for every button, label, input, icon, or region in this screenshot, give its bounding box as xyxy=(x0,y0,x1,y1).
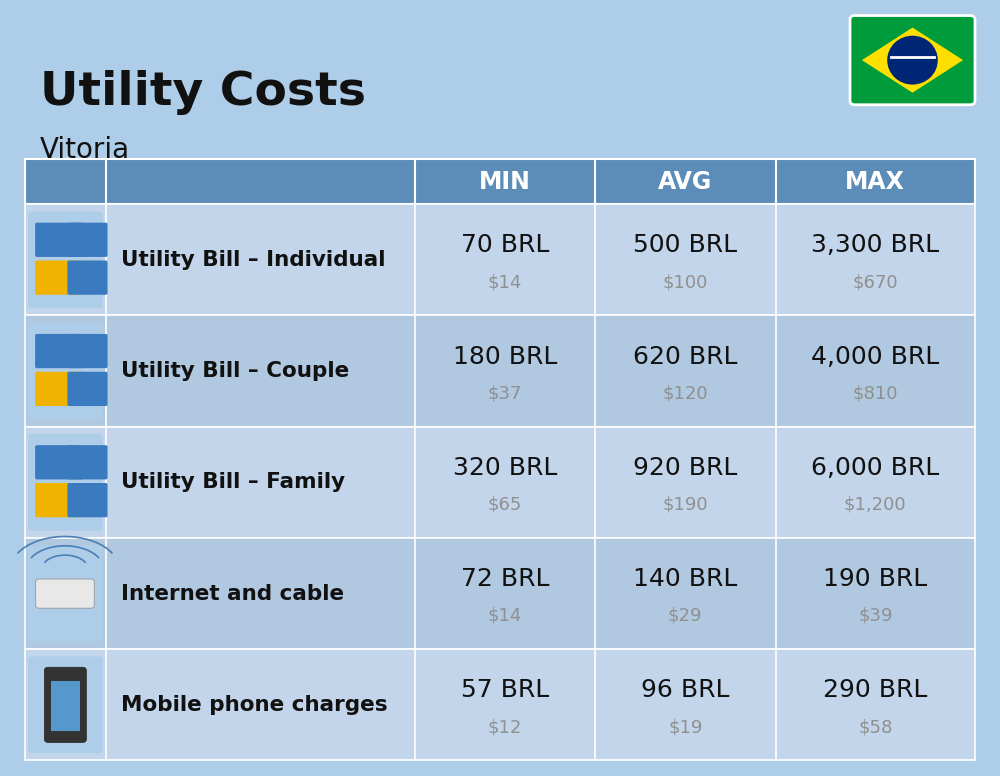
FancyBboxPatch shape xyxy=(25,315,975,427)
FancyBboxPatch shape xyxy=(35,334,83,368)
FancyBboxPatch shape xyxy=(35,261,83,295)
FancyBboxPatch shape xyxy=(36,579,94,608)
Text: 72 BRL: 72 BRL xyxy=(461,567,549,591)
FancyBboxPatch shape xyxy=(35,372,83,406)
FancyBboxPatch shape xyxy=(35,483,83,518)
Text: Utility Costs: Utility Costs xyxy=(40,70,366,115)
FancyBboxPatch shape xyxy=(67,445,108,480)
Text: $12: $12 xyxy=(488,718,522,736)
Text: 96 BRL: 96 BRL xyxy=(641,678,729,702)
FancyBboxPatch shape xyxy=(67,334,108,368)
FancyBboxPatch shape xyxy=(25,427,975,538)
Text: 180 BRL: 180 BRL xyxy=(453,345,557,369)
FancyBboxPatch shape xyxy=(67,261,108,295)
Ellipse shape xyxy=(887,36,938,85)
Text: Internet and cable: Internet and cable xyxy=(121,584,344,604)
Text: Utility Bill – Family: Utility Bill – Family xyxy=(121,473,345,492)
Text: 320 BRL: 320 BRL xyxy=(453,456,557,480)
FancyBboxPatch shape xyxy=(67,223,108,257)
Text: $190: $190 xyxy=(662,496,708,514)
Text: $29: $29 xyxy=(668,607,702,625)
Text: Utility Bill – Couple: Utility Bill – Couple xyxy=(121,361,349,381)
FancyBboxPatch shape xyxy=(51,681,80,731)
Text: $39: $39 xyxy=(858,607,893,625)
FancyBboxPatch shape xyxy=(28,656,103,753)
FancyBboxPatch shape xyxy=(35,223,83,257)
Text: 3,300 BRL: 3,300 BRL xyxy=(811,234,939,258)
Text: 620 BRL: 620 BRL xyxy=(633,345,737,369)
Text: 57 BRL: 57 BRL xyxy=(461,678,549,702)
FancyBboxPatch shape xyxy=(25,538,975,650)
Text: AVG: AVG xyxy=(658,170,712,194)
FancyBboxPatch shape xyxy=(28,546,103,642)
FancyBboxPatch shape xyxy=(28,434,103,531)
FancyBboxPatch shape xyxy=(44,667,86,743)
Text: 290 BRL: 290 BRL xyxy=(823,678,927,702)
Text: 500 BRL: 500 BRL xyxy=(633,234,737,258)
Text: $670: $670 xyxy=(852,273,898,291)
FancyBboxPatch shape xyxy=(67,372,108,406)
FancyBboxPatch shape xyxy=(850,16,975,105)
Text: 70 BRL: 70 BRL xyxy=(461,234,549,258)
Polygon shape xyxy=(862,27,963,93)
FancyBboxPatch shape xyxy=(25,650,975,760)
FancyBboxPatch shape xyxy=(25,159,975,204)
Text: $65: $65 xyxy=(488,496,522,514)
FancyBboxPatch shape xyxy=(28,323,103,420)
Text: MAX: MAX xyxy=(845,170,905,194)
Text: 140 BRL: 140 BRL xyxy=(633,567,737,591)
Text: 6,000 BRL: 6,000 BRL xyxy=(811,456,939,480)
FancyBboxPatch shape xyxy=(67,483,108,518)
Text: $14: $14 xyxy=(488,273,522,291)
FancyBboxPatch shape xyxy=(35,445,83,480)
Text: MIN: MIN xyxy=(479,170,531,194)
Text: Mobile phone charges: Mobile phone charges xyxy=(121,695,388,715)
Text: Vitoria: Vitoria xyxy=(40,136,130,164)
Text: $58: $58 xyxy=(858,718,892,736)
FancyBboxPatch shape xyxy=(25,204,975,315)
Text: $14: $14 xyxy=(488,607,522,625)
Text: $1,200: $1,200 xyxy=(844,496,907,514)
Text: $100: $100 xyxy=(663,273,708,291)
Text: $37: $37 xyxy=(488,384,522,402)
Text: 190 BRL: 190 BRL xyxy=(823,567,927,591)
Text: Utility Bill – Individual: Utility Bill – Individual xyxy=(121,250,386,270)
Text: $19: $19 xyxy=(668,718,702,736)
FancyBboxPatch shape xyxy=(28,211,103,308)
Text: $810: $810 xyxy=(852,384,898,402)
Text: 920 BRL: 920 BRL xyxy=(633,456,737,480)
Text: $120: $120 xyxy=(662,384,708,402)
Text: 4,000 BRL: 4,000 BRL xyxy=(811,345,939,369)
